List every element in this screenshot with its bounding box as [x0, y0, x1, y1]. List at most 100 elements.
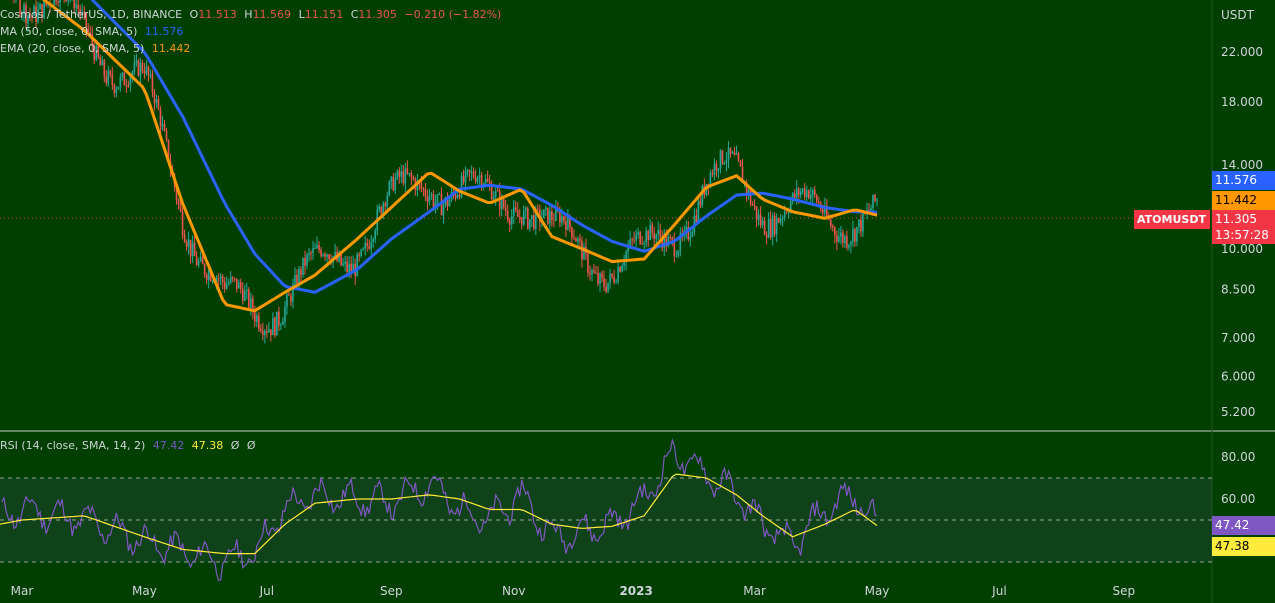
candle-body	[713, 163, 716, 175]
price-tick-label: 14.000	[1221, 158, 1263, 172]
candle-body	[233, 278, 236, 280]
candle-body	[207, 271, 210, 281]
c-value: 11.305	[358, 8, 397, 21]
ema-legend-row[interactable]: EMA (20, close, 0, SMA, 5) 11.442	[0, 40, 505, 57]
candle-body	[272, 317, 274, 336]
candle-body	[844, 236, 846, 244]
symbol-tag[interactable]: ATOMUSDT	[1134, 210, 1210, 229]
rsi-legend[interactable]: RSI (14, close, SMA, 14, 2) 47.42 47.38 …	[0, 437, 260, 454]
candle-body	[735, 153, 738, 155]
candle-body	[161, 123, 164, 127]
candle-body	[719, 150, 722, 169]
candle-body	[691, 231, 694, 237]
candle-body	[57, 1, 59, 3]
candle-body	[350, 263, 352, 272]
candle-body	[358, 254, 360, 256]
candle-body	[225, 283, 228, 289]
candle-body	[868, 209, 870, 211]
candle-body	[569, 215, 571, 228]
candle-body	[687, 226, 690, 240]
rsi-tick-label: 80.00	[1221, 450, 1255, 464]
candlesticks	[13, 0, 878, 344]
candle-body	[83, 11, 86, 13]
candle-body	[589, 272, 591, 275]
candle-body	[731, 152, 734, 154]
candle-body	[109, 70, 112, 75]
candle-body	[151, 74, 154, 93]
candle-body	[159, 109, 162, 127]
candle-body	[575, 238, 577, 242]
candle-body	[368, 245, 371, 249]
candle-body	[258, 315, 260, 329]
candle-body	[874, 194, 876, 201]
candle-body	[302, 257, 304, 276]
candle-body	[378, 206, 381, 210]
candle-body	[119, 77, 122, 87]
candle-body	[127, 85, 130, 87]
candle-body	[250, 298, 252, 308]
symbol-name[interactable]: Cosmos / TetherUS, 1D, BINANCE	[0, 8, 183, 21]
candle-body	[559, 211, 561, 223]
candle-body	[147, 66, 150, 76]
candle-body	[579, 238, 581, 241]
candle-body	[799, 191, 802, 196]
ema-label[interactable]: EMA (20, close, 0, SMA, 5)	[0, 42, 145, 55]
candle-body	[442, 204, 445, 216]
candle-body	[346, 261, 348, 273]
candle-body	[526, 208, 529, 229]
candle-body	[657, 229, 660, 235]
candle-body	[747, 190, 750, 194]
candle-body	[464, 170, 467, 183]
candle-body	[137, 60, 140, 76]
candle-body	[65, 0, 67, 1]
candle-body	[199, 256, 202, 261]
candle-body	[286, 294, 288, 307]
candle-body	[221, 276, 224, 283]
candle-body	[29, 15, 31, 17]
candle-body	[583, 246, 585, 260]
candle-body	[518, 216, 521, 218]
candle-body	[254, 312, 256, 322]
candle-body	[292, 283, 294, 302]
candle-body	[671, 237, 674, 240]
candle-body	[593, 270, 595, 273]
candle-body	[89, 32, 92, 34]
candle-body	[306, 254, 308, 266]
price-tick-label: 5.200	[1221, 405, 1255, 419]
candle-body	[615, 281, 617, 283]
candle-body	[759, 214, 762, 226]
candle-body	[846, 236, 848, 248]
candle-body	[35, 6, 37, 22]
time-tick-label: Sep	[1113, 584, 1136, 598]
candle-body	[356, 254, 358, 277]
candle-body	[729, 147, 732, 154]
candle-body	[532, 215, 535, 229]
candle-body	[129, 76, 132, 86]
candle-body	[571, 227, 573, 238]
candle-body	[247, 289, 250, 308]
candle-body	[512, 207, 515, 217]
ma-legend-row[interactable]: MA (50, close, 0, SMA, 5) 11.576	[0, 23, 505, 40]
time-tick-label: May	[132, 584, 157, 598]
rsi-label[interactable]: RSI (14, close, SMA, 14, 2)	[0, 439, 146, 452]
ma-label[interactable]: MA (50, close, 0, SMA, 5)	[0, 25, 138, 38]
candle-body	[709, 173, 712, 187]
candle-body	[270, 329, 272, 336]
candle-body	[41, 4, 43, 18]
candle-body	[639, 231, 641, 244]
candle-body	[826, 205, 828, 217]
candle-body	[516, 210, 519, 217]
candle-body	[811, 189, 814, 195]
candle-body	[135, 60, 138, 63]
axis-labels: USDT 22.000 18.000 14.000 10.000 8.500 7.000 6.…	[11, 8, 1263, 598]
candle-body	[727, 147, 730, 161]
candle-body	[751, 203, 754, 206]
symbol-legend-row[interactable]: Cosmos / TetherUS, 1D, BINANCE O11.513 H…	[0, 6, 505, 23]
close-price-value: 11.305	[1215, 212, 1257, 226]
candle-body	[647, 231, 649, 240]
candle-body	[603, 277, 605, 287]
time-tick-label: Jul	[259, 584, 274, 598]
o-value: 11.513	[198, 8, 237, 21]
candle-body	[781, 217, 784, 219]
